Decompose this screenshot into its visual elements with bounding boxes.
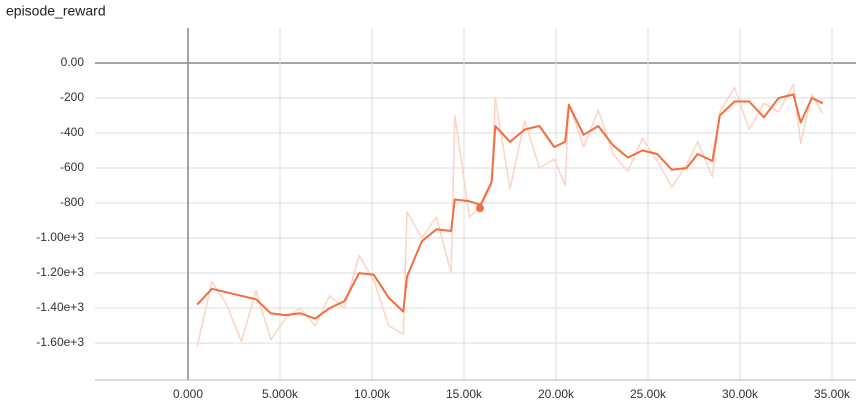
x-tick-label: 20.00k	[538, 387, 575, 401]
y-tick-label: -1.60e+3	[36, 335, 84, 349]
chart-title: episode_reward	[6, 3, 106, 19]
x-tick-label: 5.000k	[262, 387, 299, 401]
series-line	[196, 93, 824, 320]
x-tick-label: 30.00k	[722, 387, 759, 401]
x-tick-label: 15.00k	[446, 387, 483, 401]
y-tick-label: -400	[60, 125, 84, 139]
hover-marker	[476, 204, 485, 213]
x-tick-label: 25.00k	[630, 387, 667, 401]
y-tick-label: -1.00e+3	[36, 230, 84, 244]
y-tick-label: -1.20e+3	[36, 265, 84, 279]
y-tick-label: 0.00	[61, 55, 85, 69]
x-tick-label: 35.00k	[814, 387, 851, 401]
y-tick-label: -1.40e+3	[36, 300, 84, 314]
series-line	[196, 83, 824, 347]
y-tick-label: -800	[60, 195, 84, 209]
y-tick-label: -200	[60, 90, 84, 104]
y-tick-label: -600	[60, 160, 84, 174]
x-tick-label: 10.00k	[354, 387, 391, 401]
x-tick-label: 0.000	[173, 387, 203, 401]
